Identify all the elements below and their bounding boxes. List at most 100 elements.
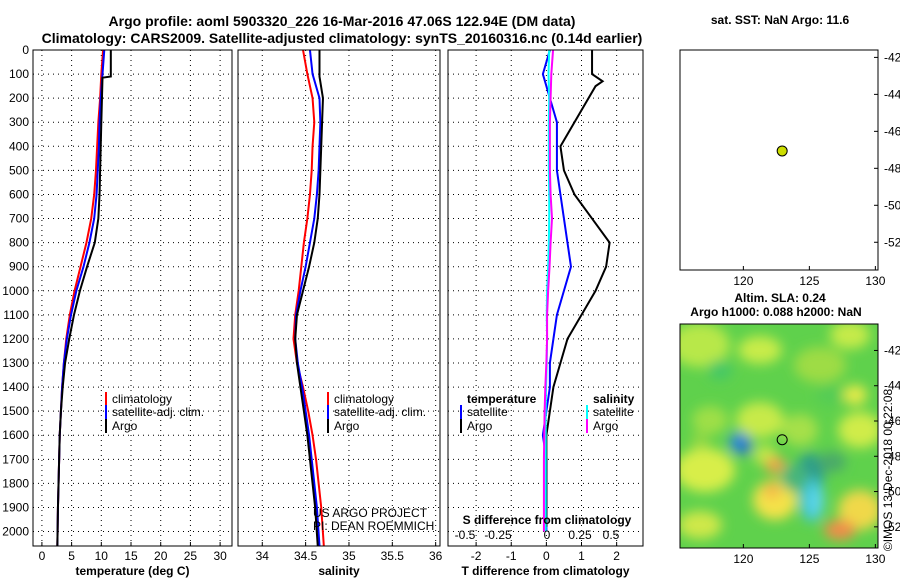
- y-tick-label: 1700: [2, 452, 29, 466]
- s-tick-label: 0: [544, 528, 551, 542]
- series-line: [56, 49, 105, 547]
- x-tick-label: 35: [342, 549, 356, 563]
- x-tick-label: 125: [799, 274, 819, 288]
- x-tick-label: 34.5: [294, 549, 318, 563]
- y-tick-label: 900: [9, 260, 29, 274]
- sst-title: sat. SST: NaN Argo: 11.6: [711, 13, 850, 27]
- x-tick-label: 1: [578, 549, 585, 563]
- sla-blob: [782, 414, 818, 446]
- x-tick-label: 0: [543, 549, 550, 563]
- y-tick-label: -42: [884, 50, 900, 64]
- series-line: [544, 49, 551, 532]
- y-tick-label: -46: [884, 414, 900, 428]
- series-line: [292, 49, 325, 547]
- map-frame: [679, 323, 879, 549]
- x-tick-label: -1: [506, 549, 517, 563]
- y-tick-label: -50: [884, 485, 900, 499]
- sla-blob: [765, 457, 785, 473]
- sla-blob: [830, 324, 870, 349]
- sla-blob: [781, 464, 809, 492]
- y-tick-label: -42: [884, 343, 900, 357]
- y-tick-label: -46: [884, 124, 900, 138]
- y-tick-label: 400: [9, 139, 29, 153]
- y-tick-label: 0: [22, 43, 29, 57]
- s-difference-label: S difference from climatology: [463, 513, 632, 527]
- y-tick-label: -48: [884, 449, 900, 463]
- x-tick-label: 5: [68, 549, 75, 563]
- series-line: [542, 49, 555, 532]
- legend-satellite-adj: satellite-adj. clim.: [112, 405, 204, 419]
- sla-blobs: [680, 324, 878, 540]
- difference-panel: -2 -1 0 1 2T difference from climatology -0.5…: [447, 49, 644, 578]
- sla-blob: [736, 402, 784, 438]
- s-tick-label: -0.25: [484, 528, 512, 542]
- y-tick-label: -50: [884, 198, 900, 212]
- sla-blob: [838, 412, 878, 448]
- legend-temperature-heading: temperature: [467, 392, 537, 406]
- x-tick-label: 34: [256, 549, 270, 563]
- x-tick-label: 2: [613, 549, 620, 563]
- x-tick-label: 130: [865, 274, 885, 288]
- y-tick-label: 700: [9, 212, 29, 226]
- x-tick-label: 35.5: [381, 549, 405, 563]
- credit-project: US ARGO PROJECT: [313, 506, 428, 520]
- sla-blob: [708, 360, 732, 380]
- y-tick-label: 2000: [2, 525, 29, 539]
- y-tick-label: 100: [9, 67, 29, 81]
- series-line: [294, 49, 322, 547]
- x-tick-label: 0: [39, 549, 46, 563]
- s-tick-label: 0.5: [603, 528, 620, 542]
- sla-blob: [818, 452, 846, 472]
- legend-argo: Argo: [112, 419, 138, 433]
- legend-temp-argo: Argo: [467, 419, 493, 433]
- sst-map-panel: 120 125 130 -42 -44 -46 -48 -50 -52: [679, 49, 900, 288]
- y-tick-label: 200: [9, 91, 29, 105]
- y-tick-label: -48: [884, 161, 900, 175]
- figure-subtitle: Climatology: CARS2009. Satellite-adjuste…: [42, 30, 643, 46]
- temperature-legend: climatology satellite-adj. clim. Argo: [105, 392, 204, 433]
- y-tick-label: 500: [9, 163, 29, 177]
- s-tick-label: 0.25: [568, 528, 592, 542]
- sla-blob: [816, 385, 844, 405]
- sla-blob: [740, 442, 752, 454]
- sla-blob: [680, 448, 735, 492]
- x-tick-label: 30: [213, 549, 227, 563]
- x-tick-label: 20: [154, 549, 168, 563]
- salinity-panel: 34 34.5 35 35.5 36 salinity: [237, 49, 443, 578]
- argo-position-marker: [776, 145, 788, 157]
- y-tick-label: 1500: [2, 404, 29, 418]
- legend-climatology: climatology: [112, 392, 172, 406]
- y-tick-label: 800: [9, 236, 29, 250]
- series-line: [294, 50, 324, 547]
- y-tick-label: 1000: [2, 284, 29, 298]
- x-tick-label: 125: [799, 552, 819, 566]
- legend-salinity-heading: salinity: [593, 392, 635, 406]
- x-tick-label: 120: [733, 274, 753, 288]
- temperature-panel: 0 5 10 15 20 25 300100200300400500600700800900…: [2, 43, 233, 578]
- sla-blob: [810, 488, 822, 516]
- sla-blob: [838, 490, 878, 530]
- y-tick-label: 1400: [2, 380, 29, 394]
- y-tick-label: -52: [884, 520, 900, 534]
- y-tick-label: 300: [9, 115, 29, 129]
- y-tick-label: 1200: [2, 332, 29, 346]
- x-tick-label: 10: [95, 549, 109, 563]
- sla-blob: [680, 324, 730, 367]
- x-tick-label: 15: [124, 549, 138, 563]
- sla-blob: [738, 336, 782, 364]
- y-tick-label: -44: [884, 379, 900, 393]
- x-tick-label: 25: [184, 549, 198, 563]
- difference-legend: temperature satellite Argo salinity sate…: [460, 392, 635, 433]
- argo-height-title: Argo h1000: 0.088 h2000: NaN: [690, 305, 861, 319]
- plot-frame: [237, 49, 441, 547]
- sla-blob: [690, 432, 710, 448]
- x-axis-label: salinity: [318, 564, 360, 578]
- sla-blob: [764, 482, 780, 498]
- x-tick-label: 120: [733, 552, 753, 566]
- legend-sal-satellite: satellite: [593, 405, 634, 419]
- legend-sal-argo: Argo: [593, 419, 619, 433]
- figure-title: Argo profile: aoml 5903320_226 16-Mar-20…: [109, 13, 576, 29]
- sla-map-panel: 120 125 130 -42 -44 -46 -48 -50 -52: [679, 323, 900, 566]
- y-tick-label: 600: [9, 187, 29, 201]
